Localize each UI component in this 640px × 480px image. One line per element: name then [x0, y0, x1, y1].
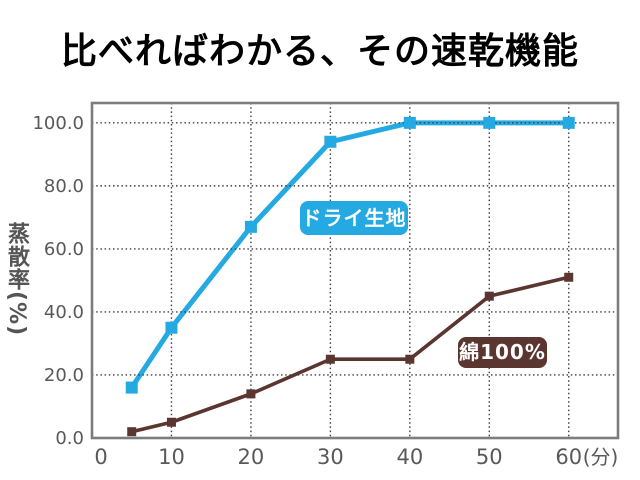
- y-tick-label: 40.0: [44, 302, 84, 323]
- data-marker-1: [246, 389, 256, 399]
- x-tick-label: 50: [476, 445, 503, 469]
- data-marker-0: [244, 220, 257, 233]
- x-tick-label: 10: [158, 445, 185, 469]
- y-tick-label: 20.0: [44, 365, 84, 386]
- data-marker-0: [324, 135, 337, 148]
- data-marker-0: [125, 381, 138, 394]
- data-marker-1: [166, 417, 176, 427]
- data-marker-1: [564, 272, 574, 282]
- data-marker-0: [562, 116, 575, 129]
- x-tick-label: 20: [238, 445, 265, 469]
- data-marker-0: [165, 321, 178, 334]
- data-marker-1: [325, 354, 335, 364]
- data-marker-1: [484, 291, 494, 301]
- y-tick-label: 100.0: [32, 113, 84, 134]
- series-label-dry-fabric: ドライ生地: [300, 201, 408, 235]
- x-tick-label: 60: [555, 445, 582, 469]
- chart-title: 比べればわかる、その速乾機能: [60, 31, 579, 72]
- y-axis-title: 蒸散率(%): [4, 222, 29, 337]
- plot-border: [90, 101, 620, 440]
- y-tick-label: 80.0: [44, 176, 84, 197]
- data-marker-0: [483, 116, 496, 129]
- series-label-cotton-100: 綿100%: [458, 337, 547, 368]
- y-tick-label: 60.0: [44, 239, 84, 260]
- x-tick-label: 0: [94, 445, 107, 469]
- data-marker-0: [403, 116, 416, 129]
- data-marker-1: [405, 354, 415, 364]
- x-tick-label: 30: [317, 445, 344, 469]
- data-marker-1: [127, 427, 137, 437]
- y-tick-label: 0.0: [55, 428, 84, 449]
- x-tick-label: 40: [396, 445, 423, 469]
- x-axis-unit-label: (分): [583, 445, 619, 469]
